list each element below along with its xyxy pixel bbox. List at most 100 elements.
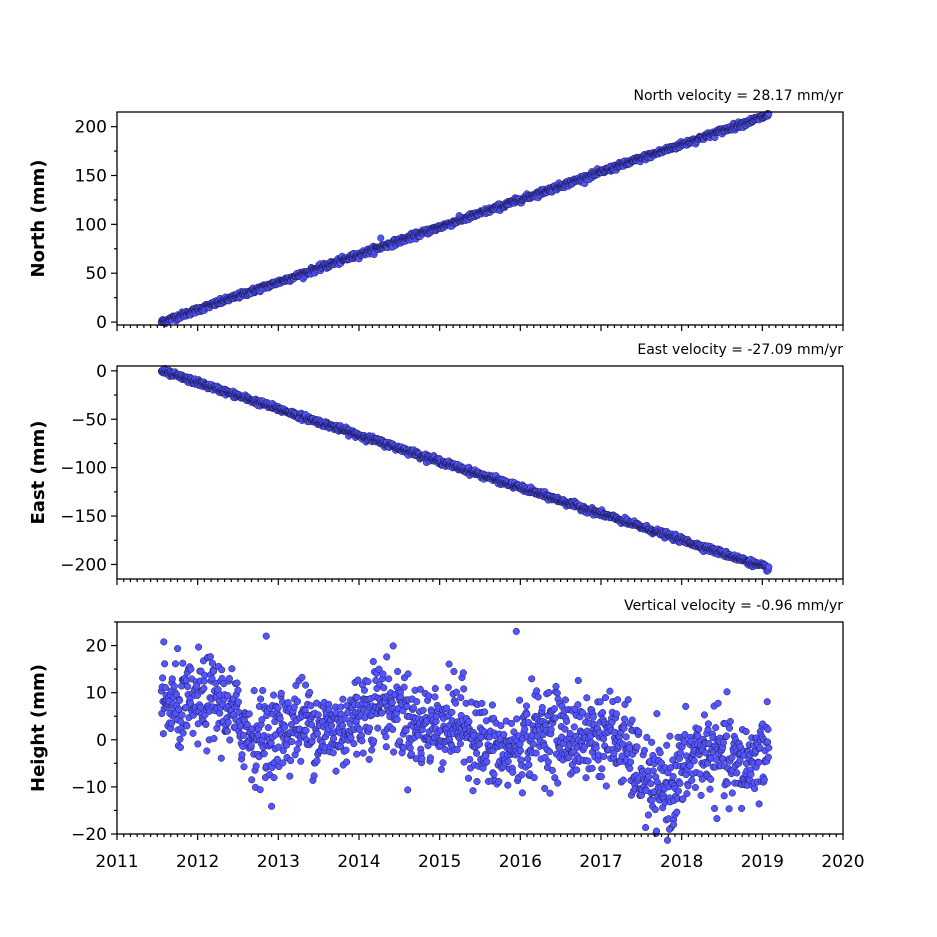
data-point (413, 698, 421, 706)
data-point (764, 753, 772, 761)
data-point (760, 776, 768, 784)
data-point (516, 696, 524, 704)
data-point (648, 738, 656, 746)
data-point (755, 758, 763, 767)
data-point (366, 724, 374, 732)
data-point (534, 693, 542, 701)
data-point (389, 642, 397, 650)
data-point (589, 713, 597, 721)
data-point (350, 740, 358, 748)
data-point (473, 749, 481, 757)
x-tick-label: 2016 (499, 852, 542, 872)
data-point (347, 734, 355, 742)
data-point (656, 749, 664, 757)
data-point (159, 674, 167, 682)
data-point (226, 736, 234, 744)
data-point (738, 804, 746, 812)
data-point (518, 789, 526, 797)
data-point (270, 774, 278, 782)
velocity-label: North velocity = 28.17 mm/yr (633, 88, 843, 104)
data-point (400, 683, 408, 691)
velocity-label: Vertical velocity = -0.96 mm/yr (624, 598, 843, 614)
data-point (546, 789, 554, 797)
data-point (601, 694, 610, 702)
data-point (691, 783, 699, 792)
data-point (602, 782, 610, 790)
data-point (287, 757, 295, 765)
data-point (206, 653, 214, 661)
data-point (224, 719, 232, 727)
data-point (528, 675, 536, 683)
data-point (544, 758, 552, 766)
data-point (338, 722, 347, 730)
x-tick-label: 2013 (257, 852, 300, 872)
data-point (764, 725, 772, 733)
data-point (452, 688, 460, 696)
data-point (208, 659, 216, 667)
data-point (669, 773, 677, 781)
data-point (268, 802, 276, 810)
data-point (483, 758, 491, 766)
data-point (518, 771, 526, 779)
data-point (728, 754, 736, 762)
data-point (450, 667, 458, 676)
data-point (404, 670, 412, 678)
data-point-outlier (377, 234, 385, 242)
data-point (478, 699, 486, 707)
data-point (620, 715, 629, 723)
data-point (256, 786, 264, 794)
data-point (286, 772, 294, 780)
data-point (160, 638, 168, 646)
data-point (619, 776, 627, 784)
data-point (302, 681, 310, 689)
y-axis-label: North (mm) (28, 160, 49, 278)
data-point (200, 684, 208, 692)
data-point (225, 674, 233, 683)
data-point (513, 715, 521, 723)
y-tick-label: 0 (96, 362, 107, 382)
data-point (418, 755, 426, 763)
data-point (504, 757, 512, 766)
data-point (653, 710, 661, 718)
x-tick-label: 2012 (176, 852, 219, 872)
plot-frame (116, 111, 844, 326)
data-point (238, 751, 246, 759)
data-point (176, 743, 184, 751)
data-point (404, 786, 412, 794)
data-point (240, 731, 248, 739)
data-point (402, 727, 410, 735)
data-point (240, 763, 248, 771)
data-point (530, 774, 538, 782)
data-point (360, 686, 368, 694)
data-point (460, 685, 468, 693)
data-point (516, 747, 524, 755)
data-point (306, 688, 314, 696)
data-point (574, 676, 582, 685)
data-point (541, 784, 549, 792)
data-point (459, 669, 467, 677)
y-tick-label: 200 (75, 118, 107, 138)
data-point (695, 725, 703, 733)
data-point (552, 682, 560, 690)
data-point (598, 765, 606, 773)
data-point (464, 774, 473, 782)
data-point (500, 731, 508, 739)
data-point (355, 726, 364, 734)
data-point-outlier (512, 627, 520, 635)
x-tick-label: 2011 (95, 852, 138, 872)
data-point (176, 696, 184, 704)
data-point (676, 749, 684, 757)
data-point (358, 737, 366, 745)
data-point (298, 673, 306, 681)
data-point (597, 773, 605, 781)
data-point (624, 696, 632, 704)
data-point (725, 805, 733, 813)
data-point (714, 699, 722, 707)
data-point (466, 755, 474, 764)
data-point (431, 693, 439, 701)
data-point (663, 836, 672, 844)
data-point (419, 706, 427, 714)
data-point (584, 757, 592, 765)
data-point (314, 711, 322, 719)
data-point (161, 683, 169, 692)
